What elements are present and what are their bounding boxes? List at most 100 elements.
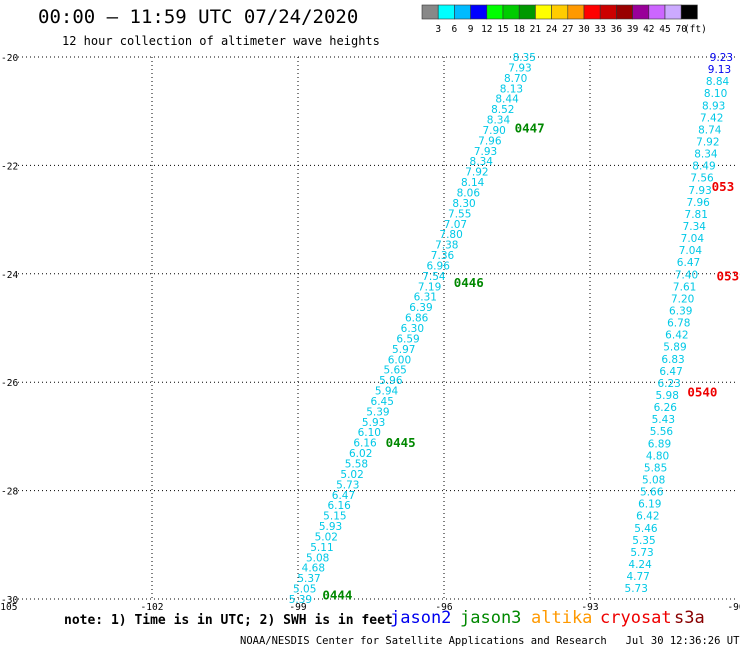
wave-height-label: 5.93 — [362, 417, 385, 429]
wave-height-label: 5.65 — [383, 365, 406, 377]
x-tick-label: -90 — [727, 602, 740, 613]
time-label: 0446 — [454, 275, 484, 290]
wave-height-label: 6.89 — [648, 438, 671, 450]
wave-height-label: 7.96 — [478, 135, 502, 147]
wave-height-label: 6.30 — [401, 323, 424, 335]
wave-height-label: 5.35 — [632, 535, 655, 547]
wave-height-label: 6.16 — [353, 438, 377, 450]
y-tick-label: -26 — [1, 378, 18, 389]
wave-height-label: 6.42 — [665, 330, 688, 342]
time-label: 0540 — [687, 384, 717, 399]
wave-height-label: 5.05 — [293, 584, 316, 596]
wave-height-label: 5.73 — [336, 479, 359, 491]
colorbar-tick-label: 36 — [611, 24, 623, 35]
wave-height-label: 7.56 — [690, 173, 714, 185]
wave-height-label: 6.47 — [677, 257, 700, 269]
wave-height-label: 6.96 — [427, 260, 451, 272]
wave-height-label: 5.15 — [323, 511, 346, 523]
y-tick-label: -20 — [1, 53, 18, 64]
wave-height-label: 7.20 — [671, 293, 694, 305]
wave-height-label: 5.08 — [642, 475, 665, 487]
wave-height-label: 7.92 — [465, 167, 488, 179]
colorbar-tick-label: 12 — [481, 24, 492, 35]
wave-height-label: 6.19 — [638, 499, 661, 511]
wave-height-label: 7.04 — [681, 233, 705, 245]
wave-height-label: 5.94 — [375, 386, 399, 398]
wave-height-label: 4.80 — [646, 450, 669, 462]
wave-height-label: 7.34 — [683, 221, 707, 233]
wave-height-label: 4.68 — [302, 563, 325, 575]
wave-height-label: 6.59 — [396, 333, 419, 345]
wave-height-label: 8.34 — [694, 149, 718, 161]
wave-height-label: 6.39 — [409, 302, 432, 314]
wave-height-label: 5.89 — [663, 342, 686, 354]
wave-height-label: 6.26 — [654, 402, 678, 414]
colorbar-legend: 3 6 9 12 15 18 21 24 27 30 33 36 39 42 45 70(ft) — [421, 4, 707, 35]
colorbar-tick-label: 45 — [659, 24, 670, 35]
wave-height-label: 8.93 — [702, 100, 725, 112]
colorbar-tick-label: 33 — [594, 24, 605, 35]
wave-height-label: 6.00 — [388, 354, 411, 366]
wave-height-label: 5.39 — [289, 594, 312, 606]
wave-height-label: 6.45 — [371, 396, 394, 408]
wave-height-label: 7.61 — [673, 281, 696, 293]
wave-height-label: 7.93 — [474, 146, 497, 158]
legend-jason3: jason3 — [460, 608, 522, 628]
wave-height-label: 8.35 — [513, 52, 536, 64]
wave-height-label: 6.31 — [414, 292, 437, 304]
colorbar-tick-label: 3 — [435, 24, 441, 35]
wave-height-label: 8.70 — [504, 73, 527, 85]
wave-height-label: 8.49 — [692, 161, 715, 173]
wave-height-label: 8.13 — [500, 83, 523, 95]
wave-height-label: 6.86 — [405, 313, 429, 325]
wave-height-label: 6.23 — [657, 378, 680, 390]
wave-height-label: 5.66 — [640, 487, 664, 499]
x-tick-label: -102 — [141, 602, 164, 613]
colorbar-tick-label: 15 — [497, 24, 508, 35]
wave-height-label: 7.80 — [439, 229, 462, 241]
wave-height-label: 6.39 — [669, 306, 692, 318]
wave-height-label: 6.42 — [636, 511, 659, 523]
chart-subtitle: 12 hour collection of altimeter wave hei… — [62, 34, 380, 48]
colorbar-tick-label: 24 — [546, 24, 558, 35]
wave-height-label: 6.16 — [327, 500, 351, 512]
time-label: 0444 — [322, 588, 352, 603]
wave-height-label: 7.93 — [688, 185, 711, 197]
wave-height-label: 8.10 — [704, 88, 727, 100]
wave-height-label: 8.44 — [495, 94, 519, 106]
colorbar-tick-label: 27 — [562, 24, 573, 35]
wave-height-label: 7.96 — [686, 197, 710, 209]
wave-height-label: 6.83 — [661, 354, 684, 366]
x-tick-label: -99 — [289, 602, 306, 613]
colorbar-tick-label: 18 — [513, 24, 525, 35]
x-tick-label: -93 — [581, 602, 598, 613]
wave-height-label: 6.02 — [349, 448, 372, 460]
x-tick-label: -105 — [0, 602, 17, 613]
legend-s3a: s3a — [674, 608, 705, 628]
wave-height-label: 7.93 — [508, 62, 531, 74]
wave-height-label: 5.73 — [630, 547, 653, 559]
wave-height-label: 9.23 — [710, 52, 733, 64]
wave-height-label: 5.97 — [392, 344, 415, 356]
wave-height-label: 5.39 — [366, 406, 389, 418]
wave-height-label: 6.10 — [358, 427, 381, 439]
wave-height-label: 5.02 — [340, 469, 363, 481]
wave-height-label: 7.07 — [444, 219, 467, 231]
colorbar-swatch — [680, 4, 698, 20]
wave-height-label: 7.90 — [482, 125, 505, 137]
wave-height-label: 5.02 — [315, 531, 338, 543]
wave-height-label: 5.37 — [297, 573, 320, 585]
legend-cryosat: cryosat — [600, 608, 672, 628]
wave-height-label: 5.43 — [652, 414, 675, 426]
wave-height-label: 4.77 — [626, 571, 649, 583]
wave-height-label: 7.92 — [696, 137, 719, 149]
wave-height-label: 5.08 — [306, 552, 329, 564]
wave-height-label: 8.06 — [457, 188, 481, 200]
wave-height-label: 5.46 — [634, 523, 658, 535]
wave-height-label: 5.56 — [650, 426, 674, 438]
wave-height-label: 5.85 — [644, 462, 667, 474]
wave-height-label: 5.93 — [319, 521, 342, 533]
wave-height-label: 5.73 — [625, 583, 648, 595]
wave-height-label: 5.58 — [345, 459, 368, 471]
